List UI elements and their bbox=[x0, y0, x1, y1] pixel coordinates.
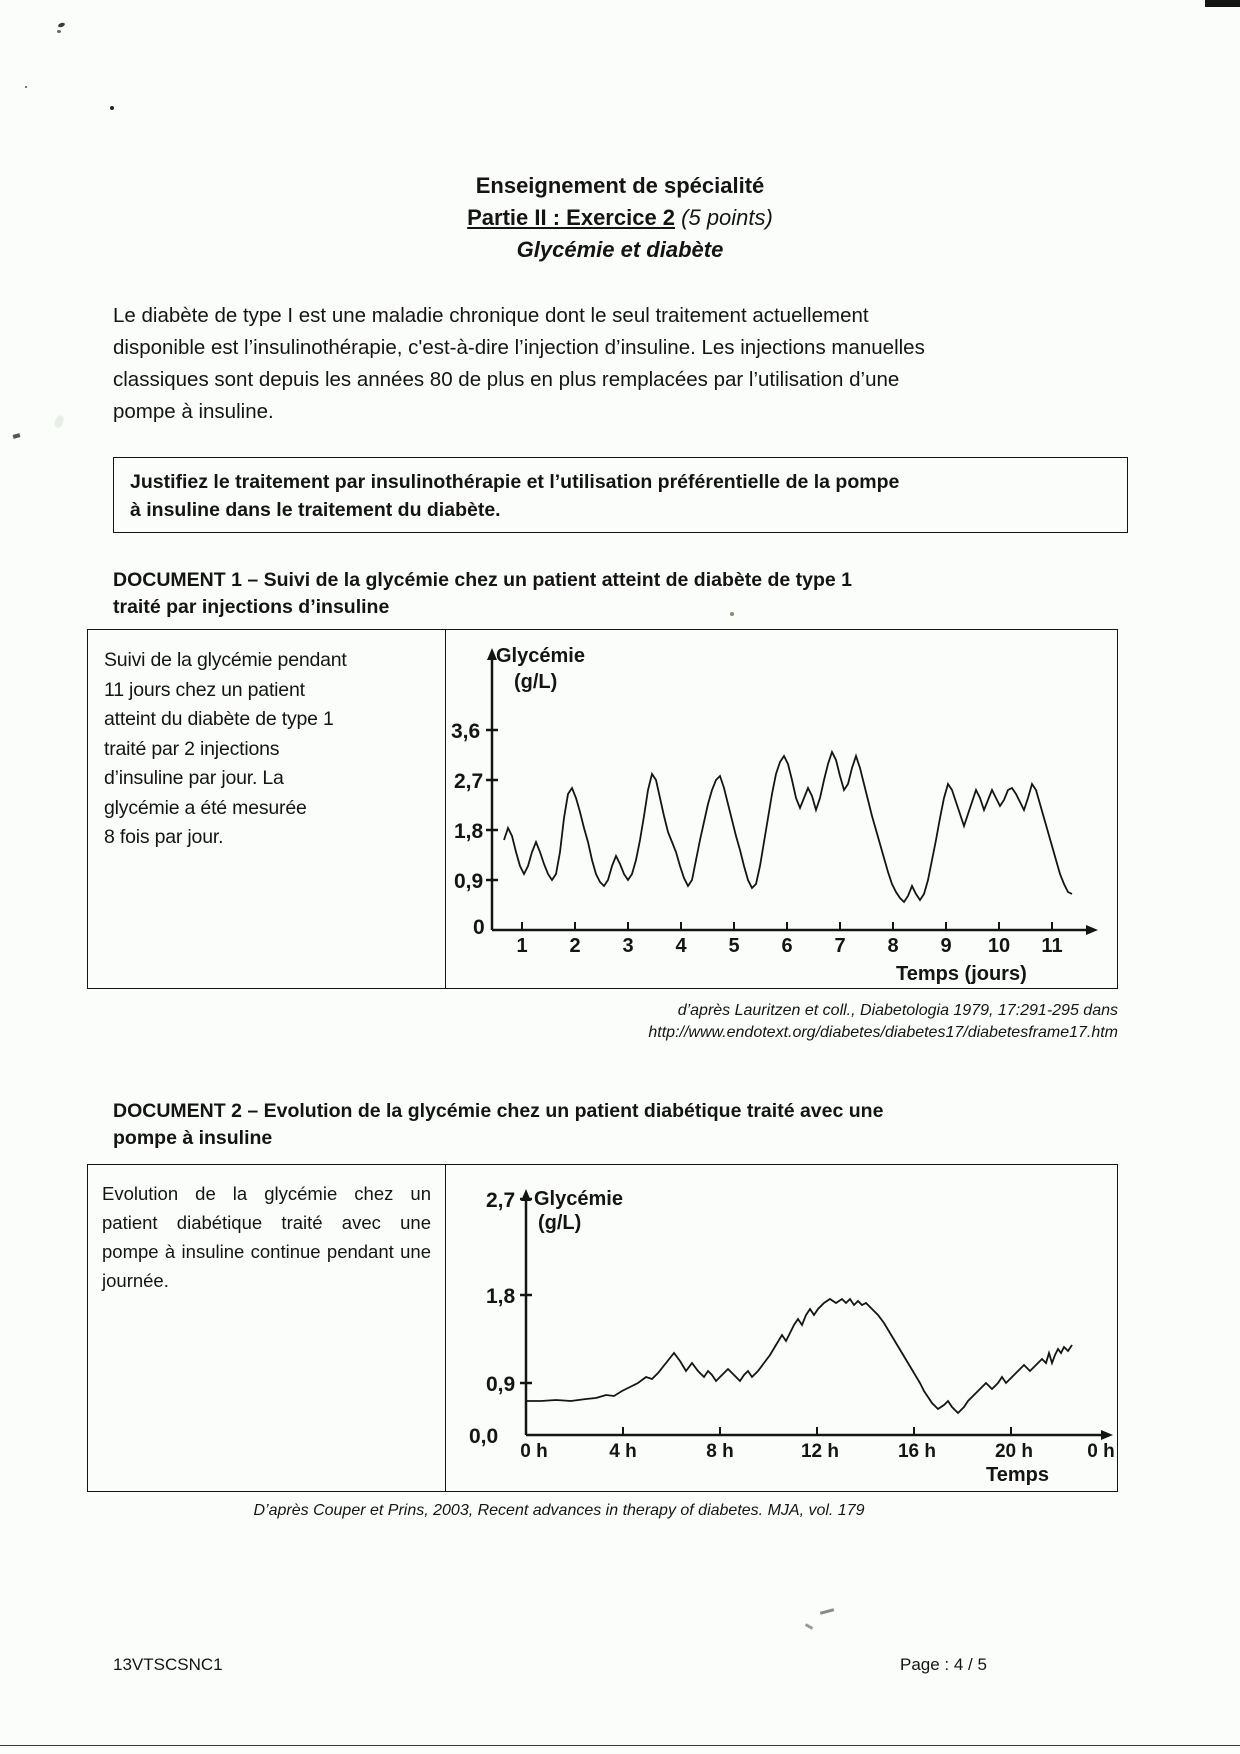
svg-text:6: 6 bbox=[781, 935, 792, 957]
svg-text:10: 10 bbox=[988, 935, 1010, 957]
svg-text:0,9: 0,9 bbox=[486, 1373, 515, 1396]
svg-text:4: 4 bbox=[675, 935, 687, 957]
svg-text:8: 8 bbox=[887, 935, 898, 957]
svg-text:16 h: 16 h bbox=[898, 1441, 936, 1462]
svg-text:7: 7 bbox=[834, 935, 845, 957]
svg-text:1,8: 1,8 bbox=[454, 820, 484, 843]
svg-text:Temps (jours): Temps (jours) bbox=[896, 963, 1027, 985]
svg-text:8 h: 8 h bbox=[706, 1441, 733, 1462]
svg-text:3: 3 bbox=[622, 935, 633, 957]
svg-text:0,9: 0,9 bbox=[454, 870, 483, 893]
svg-text:12 h: 12 h bbox=[801, 1441, 839, 1462]
svg-text:1,8: 1,8 bbox=[486, 1285, 516, 1308]
svg-text:2,7: 2,7 bbox=[486, 1189, 515, 1212]
svg-text:0: 0 bbox=[473, 916, 485, 939]
svg-text:0 h: 0 h bbox=[1087, 1441, 1114, 1462]
svg-text:(g/L): (g/L) bbox=[538, 1212, 581, 1234]
svg-text:20 h: 20 h bbox=[995, 1441, 1033, 1462]
svg-text:0 h: 0 h bbox=[520, 1441, 547, 1462]
svg-text:Temps: Temps bbox=[986, 1464, 1049, 1486]
svg-text:11: 11 bbox=[1041, 935, 1062, 957]
svg-text:Glycémie: Glycémie bbox=[534, 1188, 623, 1210]
svg-text:9: 9 bbox=[940, 935, 951, 957]
svg-text:3,6: 3,6 bbox=[451, 720, 480, 743]
svg-text:1: 1 bbox=[516, 935, 527, 957]
svg-text:4 h: 4 h bbox=[609, 1441, 636, 1462]
svg-text:Glycémie: Glycémie bbox=[496, 645, 585, 667]
svg-text:(g/L): (g/L) bbox=[514, 671, 557, 693]
svg-text:5: 5 bbox=[728, 935, 739, 957]
svg-text:0,0: 0,0 bbox=[469, 1425, 498, 1448]
svg-text:2,7: 2,7 bbox=[454, 770, 483, 793]
svg-text:2: 2 bbox=[569, 935, 580, 957]
